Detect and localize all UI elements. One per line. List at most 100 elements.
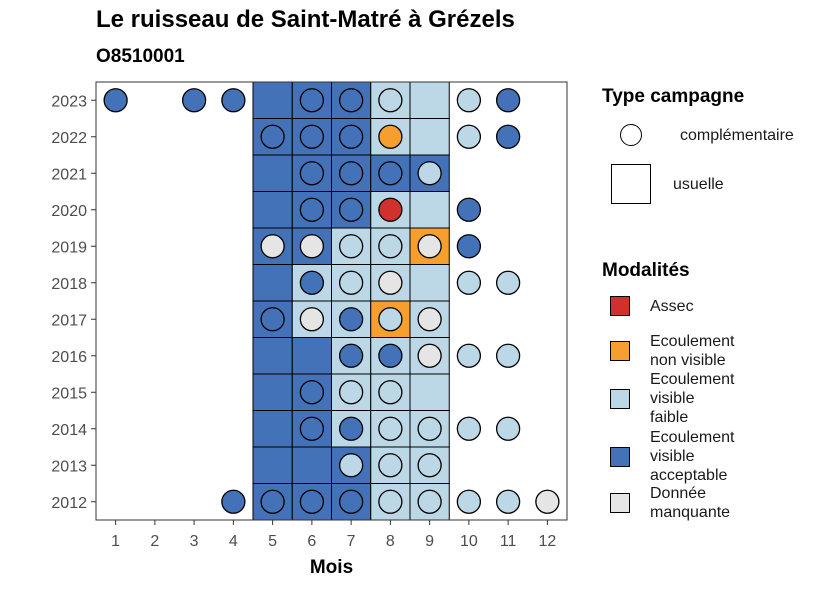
complementaire-point <box>535 489 560 514</box>
complementaire-point <box>338 161 364 186</box>
legend-mod-label: Ecoulement visible faible <box>650 370 735 427</box>
y-tick-label: 2023 <box>51 93 87 110</box>
y-tick-label: 2015 <box>51 385 87 402</box>
usuelle-cell <box>409 118 450 156</box>
complementaire-point <box>378 416 403 441</box>
complementaire-point <box>260 124 285 149</box>
legend-label-usuelle: usuelle <box>673 175 724 193</box>
complementaire-point <box>378 88 403 113</box>
usuelle-cell <box>252 81 293 119</box>
plot-panel-border <box>95 81 568 521</box>
complementaire-point <box>221 489 246 514</box>
legend-label-complementaire: complémentaire <box>680 126 794 144</box>
x-tick-label: 7 <box>347 533 356 550</box>
legend-label-line: Ecoulement <box>650 371 735 388</box>
legend-label-line: visible <box>650 390 695 407</box>
complementaire-point <box>378 197 403 222</box>
x-tick-label: 4 <box>229 533 238 550</box>
complementaire-point <box>299 270 325 295</box>
complementaire-point <box>378 270 403 295</box>
legend-type-title: Type campagne <box>602 86 745 107</box>
x-tick-label: 2 <box>150 533 159 550</box>
x-tick-label: 6 <box>307 533 316 550</box>
complementaire-point <box>456 124 482 149</box>
complementaire-point <box>417 416 442 441</box>
x-tick-label: 1 <box>111 533 120 550</box>
legend-mod-item: Ecoulement visible acceptable <box>610 428 735 485</box>
complementaire-point <box>378 380 403 405</box>
legend-label-line: non visible <box>650 352 726 369</box>
legend-swatch <box>610 388 630 409</box>
legend-mod-label: Ecoulement visible acceptable <box>650 428 735 485</box>
legend-mod-item: Assec <box>610 296 694 316</box>
complementaire-point <box>338 124 364 149</box>
square-symbol-icon <box>611 164 651 204</box>
y-tick-label: 2012 <box>51 495 87 512</box>
complementaire-point <box>456 270 482 295</box>
complementaire-point <box>299 234 325 259</box>
complementaire-point <box>456 489 482 514</box>
complementaire-point <box>338 343 364 368</box>
legend-label-line: visible <box>650 448 695 465</box>
complementaire-point <box>456 88 482 113</box>
x-tick-label: 8 <box>386 533 395 550</box>
x-tick-label: 5 <box>268 533 277 550</box>
y-tick-label: 2017 <box>51 312 87 329</box>
legend-label-line: manquante <box>650 504 731 521</box>
complementaire-point <box>338 416 364 441</box>
legend-mod-item: Ecoulement non visible <box>610 332 735 370</box>
complementaire-point <box>299 161 325 186</box>
complementaire-point <box>338 453 364 478</box>
legend-label-line: Ecoulement <box>650 333 735 350</box>
complementaire-point <box>456 197 482 222</box>
complementaire-point <box>299 124 325 149</box>
legend-label-line: Donnée <box>650 485 707 502</box>
legend-swatch <box>610 446 630 467</box>
usuelle-cell <box>370 154 411 192</box>
y-tick-label: 2018 <box>51 276 87 293</box>
complementaire-point <box>299 88 325 113</box>
legend-label-line: Assec <box>650 297 694 315</box>
complementaire-point <box>260 234 285 259</box>
chart-subtitle: O8510001 <box>96 46 185 67</box>
complementaire-point <box>338 197 364 222</box>
complementaire-point <box>417 234 442 259</box>
x-tick-label: 12 <box>538 533 556 550</box>
complementaire-point <box>417 307 442 332</box>
complementaire-point <box>260 489 285 514</box>
legend-mod-label: Donnée manquante <box>650 484 730 522</box>
complementaire-point <box>378 489 403 514</box>
complementaire-point <box>456 416 482 441</box>
legend-label-line: Ecoulement <box>650 429 735 446</box>
complementaire-point <box>338 380 364 405</box>
legend-type-campagne: Type campagne complémentaire usuelle <box>602 86 822 204</box>
usuelle-cell <box>291 337 332 375</box>
y-tick-label: 2014 <box>51 422 87 439</box>
complementaire-point <box>456 343 482 368</box>
complementaire-point <box>417 453 442 478</box>
y-tick-label: 2016 <box>51 349 87 366</box>
complementaire-point <box>417 161 442 186</box>
complementaire-point <box>495 343 521 368</box>
legend-item-complementaire: complémentaire <box>620 124 794 146</box>
complementaire-point <box>338 270 364 295</box>
complementaire-point <box>299 489 325 514</box>
complementaire-point <box>299 380 325 405</box>
y-tick-label: 2020 <box>51 203 87 220</box>
legend-label-line: acceptable <box>650 467 728 484</box>
usuelle-cell <box>409 191 450 229</box>
complementaire-point <box>456 234 482 259</box>
complementaire-point <box>338 489 364 514</box>
legend-mod-item: Ecoulement visible faible <box>610 370 735 427</box>
x-tick-label: 3 <box>190 533 199 550</box>
x-tick-label: 9 <box>425 533 434 550</box>
complementaire-point <box>299 197 325 222</box>
legend-modalites: Modalités Assec Ecoulement non visible Ecou… <box>602 260 822 521</box>
complementaire-point <box>338 307 364 332</box>
complementaire-point <box>378 343 403 368</box>
legend-label-line: faible <box>650 409 689 426</box>
chart-title: Le ruisseau de Saint-Matré à Grézels <box>96 6 515 33</box>
complementaire-point <box>181 88 207 113</box>
complementaire-point <box>260 307 285 332</box>
complementaire-point <box>338 88 364 113</box>
